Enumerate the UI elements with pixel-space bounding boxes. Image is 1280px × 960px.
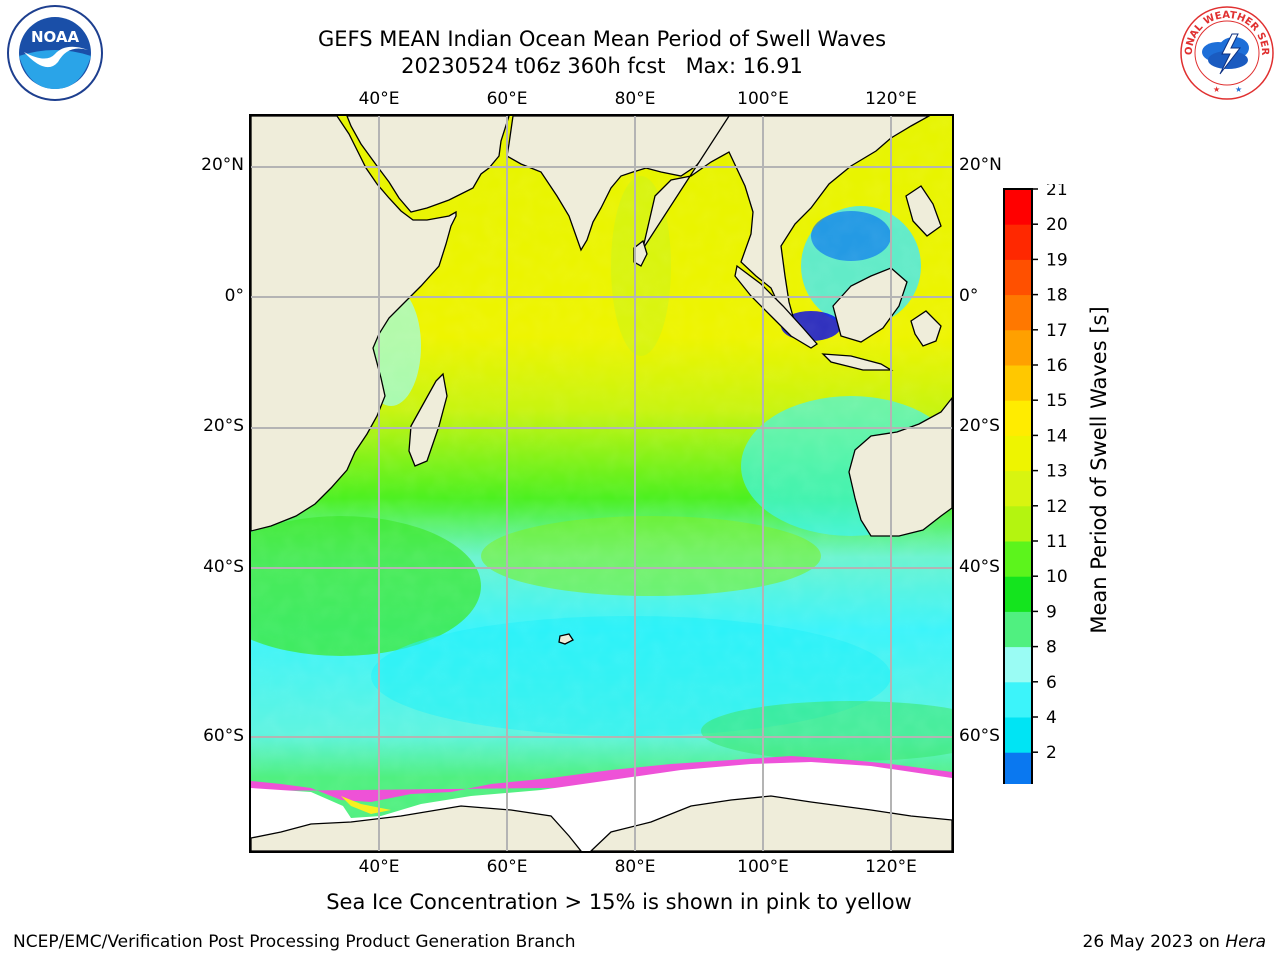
colorbar-band: [1004, 400, 1032, 436]
colorbar-tick-label: 14: [1046, 426, 1068, 446]
borneo-land: [832, 267, 908, 343]
colorbar-band: [1004, 717, 1032, 753]
colorbar-tick-label: 19: [1046, 250, 1068, 270]
noaa-logo-text: NOAA: [31, 28, 80, 46]
chart-subtitle: 20230524 t06z 360h fcst Max: 16.91: [401, 54, 803, 78]
colorbar-band: [1004, 505, 1032, 542]
colorbar-band: [1004, 189, 1032, 225]
colorbar-tick-label: 21: [1046, 184, 1068, 200]
footer-credit: NCEP/EMC/Verification Post Processing Pr…: [13, 932, 576, 952]
lat-tick-left: 60°S: [203, 726, 244, 746]
lon-tick-bottom: 60°E: [486, 857, 528, 877]
colorbar-band: [1004, 435, 1032, 472]
colorbar-tick-label: 13: [1046, 462, 1068, 482]
colorbar-tick-label: 11: [1046, 532, 1068, 552]
lon-tick-top: 40°E: [358, 89, 400, 109]
colorbar-tick-label: 20: [1046, 215, 1068, 235]
swell-period-map: [251, 116, 952, 851]
svg-text:★: ★: [1213, 85, 1220, 94]
svg-text:★: ★: [1235, 85, 1242, 94]
lon-tick-bottom: 120°E: [865, 857, 917, 877]
lat-tick-left: 0°: [224, 286, 244, 306]
lat-tick-left: 20°S: [203, 416, 244, 436]
colorbar-tick-label: 16: [1046, 356, 1068, 376]
colorbar-tick-label: 6: [1046, 673, 1057, 693]
kerguelen-land: [558, 633, 574, 645]
colorbar: 21 20 19 18 17 16 15 14 13 12 11 10 9 8 6 4 2: [998, 180, 1078, 818]
footer-date-text: 26 May 2023 on: [1082, 932, 1226, 952]
lon-tick-bottom: 100°E: [737, 857, 789, 877]
footer-host: Hera: [1225, 932, 1266, 952]
colorbar-band: [1004, 294, 1032, 331]
colorbar-band: [1004, 611, 1032, 648]
lon-tick-bottom: 40°E: [358, 857, 400, 877]
lat-tick-right: 60°S: [959, 726, 1000, 746]
madagascar-land: [408, 372, 448, 467]
colorbar-tick-label: 2: [1046, 743, 1057, 763]
sea-ice-caption: Sea Ice Concentration > 15% is shown in …: [326, 890, 912, 914]
chart-title: GEFS MEAN Indian Ocean Mean Period of Sw…: [317, 27, 887, 51]
philippines-land: [905, 185, 942, 237]
sumatra-land: [734, 264, 818, 349]
colorbar-band: [1004, 470, 1032, 507]
colorbar-band: [1004, 224, 1032, 260]
lat-tick-right: 20°N: [959, 155, 1002, 175]
australia-land: [848, 396, 952, 537]
sulawesi-land: [910, 310, 942, 347]
colorbar-band: [1004, 681, 1032, 718]
colorbar-band: [1004, 259, 1032, 296]
colorbar-band: [1004, 576, 1032, 612]
nws-logo: NATIONAL WEATHER SERVICE ★ ★: [1174, 0, 1276, 106]
colorbar-tick-label: 15: [1046, 391, 1068, 411]
map-panel: [249, 114, 954, 853]
lat-tick-right: 0°: [959, 286, 979, 306]
lon-tick-bottom: 80°E: [614, 857, 656, 877]
colorbar-tick-label: 4: [1046, 708, 1057, 728]
noaa-logo: NOAA: [6, 4, 104, 106]
colorbar-tick-label: 12: [1046, 497, 1068, 517]
colorbar-tick-label: 9: [1046, 602, 1057, 622]
colorbar-tick-label: 18: [1046, 286, 1068, 306]
antarctica-land: [251, 805, 582, 851]
lon-tick-top: 120°E: [865, 89, 917, 109]
colorbar-tick-label: 17: [1046, 321, 1068, 341]
colorbar-band: [1004, 752, 1032, 788]
lon-tick-top: 80°E: [614, 89, 656, 109]
arabia-land: [346, 116, 510, 213]
lat-tick-left: 20°N: [201, 155, 244, 175]
lat-tick-right: 20°S: [959, 416, 1000, 436]
caption: Sea Ice Concentration > 15% is shown in …: [0, 890, 1280, 914]
colorbar-band: [1004, 365, 1032, 401]
footer-date: 26 May 2023 on Hera: [1083, 932, 1267, 952]
antarctica-land-east: [590, 795, 952, 851]
lat-tick-right: 40°S: [959, 557, 1000, 577]
colorbar-band: [1004, 541, 1032, 577]
colorbar-tick-label: 10: [1046, 567, 1068, 587]
colorbar-tick-label: 8: [1046, 638, 1057, 658]
colorbar-label: Mean Period of Swell Waves [s]: [1087, 306, 1111, 634]
colorbar-band: [1004, 646, 1032, 683]
lon-tick-top: 100°E: [737, 89, 789, 109]
lon-tick-top: 60°E: [486, 89, 528, 109]
colorbar-band: [1004, 329, 1032, 366]
lat-tick-left: 40°S: [203, 557, 244, 577]
